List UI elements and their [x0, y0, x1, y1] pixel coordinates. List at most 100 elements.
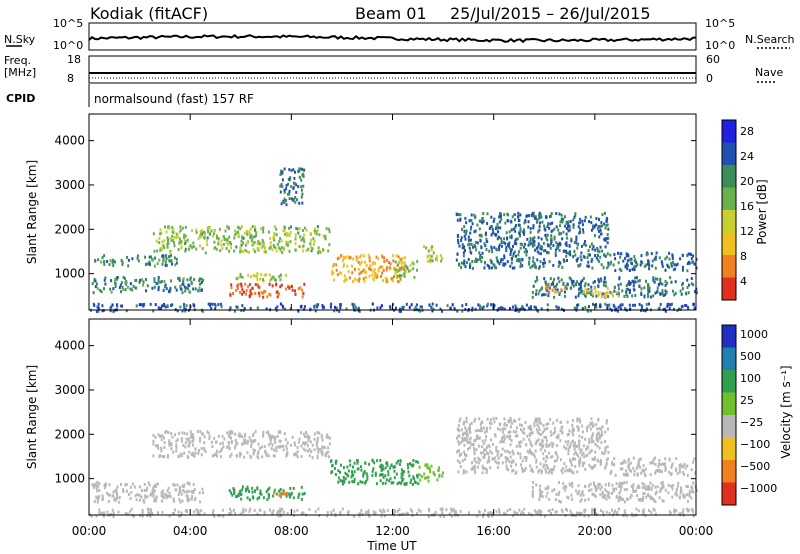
- data-cell: [586, 256, 589, 260]
- data-cell: [303, 492, 306, 495]
- data-cell: [452, 508, 455, 511]
- data-cell: [316, 456, 319, 460]
- data-cell: [157, 280, 160, 284]
- data-cell: [579, 221, 582, 225]
- data-cell: [333, 467, 336, 470]
- data-cell: [618, 276, 621, 280]
- data-cell: [244, 282, 247, 286]
- data-cell: [499, 440, 502, 444]
- data-cell: [161, 455, 164, 458]
- velocity-ylabel: Slant Range [km]: [25, 365, 39, 469]
- data-cell: [598, 434, 601, 437]
- data-cell: [221, 441, 224, 445]
- data-cell: [234, 233, 237, 237]
- data-cell: [535, 460, 538, 464]
- data-cell: [500, 258, 503, 261]
- data-cell: [489, 466, 492, 470]
- data-cell: [121, 260, 124, 264]
- data-cell: [333, 278, 335, 282]
- data-cell: [183, 233, 186, 237]
- data-cell: [473, 243, 476, 247]
- data-cell: [510, 234, 513, 238]
- data-cell: [559, 220, 562, 224]
- data-cell: [114, 260, 116, 264]
- data-cell: [598, 260, 601, 264]
- data-cell: [232, 508, 235, 512]
- data-cell: [419, 309, 422, 313]
- data-cell: [623, 500, 626, 504]
- data-cell: [313, 231, 316, 235]
- data-cell: [272, 435, 275, 439]
- data-cell: [589, 253, 591, 257]
- data-cell: [255, 231, 258, 235]
- data-cell: [664, 465, 667, 469]
- data-cell: [465, 229, 468, 233]
- data-cell: [222, 514, 225, 518]
- data-cell: [301, 167, 304, 171]
- data-cell: [94, 285, 97, 289]
- data-cell: [581, 279, 584, 283]
- data-cell: [545, 470, 548, 474]
- data-cell: [627, 287, 630, 291]
- data-cell: [430, 305, 433, 309]
- data-cell: [625, 288, 628, 291]
- data-cell: [560, 232, 562, 236]
- data-cell: [542, 241, 545, 245]
- data-cell: [262, 278, 264, 282]
- data-cell: [538, 509, 541, 513]
- data-cell: [595, 303, 597, 306]
- data-cell: [289, 231, 292, 234]
- data-cell: [470, 213, 473, 217]
- data-cell: [542, 465, 545, 469]
- data-cell: [578, 417, 581, 421]
- data-cell: [541, 430, 544, 434]
- data-cell: [242, 309, 245, 313]
- data-cell: [427, 479, 430, 483]
- data-cell: [468, 511, 470, 515]
- data-cell: [598, 235, 601, 239]
- freq-unit: [MHz]: [4, 66, 36, 79]
- data-cell: [196, 289, 199, 292]
- data-cell: [382, 475, 385, 479]
- data-cell: [554, 498, 557, 502]
- data-cell: [583, 284, 586, 288]
- data-cell: [218, 227, 221, 231]
- data-cell: [405, 511, 408, 515]
- data-cell: [624, 256, 627, 260]
- data-cell: [175, 232, 178, 236]
- data-cell: [358, 514, 361, 518]
- data-cell: [265, 431, 268, 435]
- data-cell: [567, 229, 570, 233]
- data-cell: [478, 510, 481, 514]
- data-cell: [364, 260, 366, 264]
- data-cell: [394, 510, 397, 514]
- data-cell: [403, 470, 405, 474]
- data-cell: [567, 223, 570, 227]
- data-cell: [181, 226, 184, 230]
- data-cell: [342, 480, 345, 484]
- data-cell: [167, 241, 170, 245]
- data-cell: [212, 511, 214, 515]
- colorbar-swatch: [722, 165, 736, 188]
- data-cell: [170, 259, 173, 263]
- data-cell: [473, 447, 475, 451]
- data-cell: [376, 459, 379, 463]
- data-cell: [539, 484, 541, 488]
- data-cell: [477, 303, 480, 307]
- data-cell: [486, 263, 489, 267]
- data-cell: [441, 511, 444, 515]
- data-cell: [610, 260, 613, 264]
- data-cell: [539, 489, 542, 493]
- nsky-panel: N.Sky 10^5 10^0 10^5 10^0 N.Search: [4, 17, 795, 52]
- data-cell: [280, 202, 283, 206]
- data-cell: [276, 511, 279, 515]
- data-cell: [466, 261, 468, 265]
- data-cell: [592, 245, 595, 249]
- data-cell: [283, 225, 286, 229]
- data-cell: [290, 491, 293, 495]
- data-cell: [385, 268, 388, 272]
- data-cell: [523, 469, 526, 472]
- data-cell: [518, 441, 521, 445]
- data-cell: [532, 226, 535, 230]
- data-cell: [643, 492, 646, 495]
